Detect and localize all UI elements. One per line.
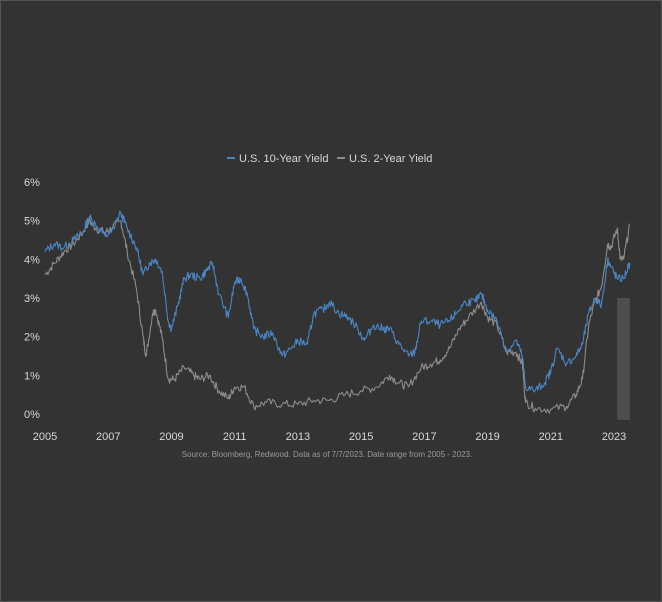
x-tick-label: 2009 (159, 431, 183, 443)
y-tick-label: 4% (24, 254, 40, 266)
x-tick-label: 2017 (412, 431, 436, 443)
x-tick-label: 2019 (475, 431, 499, 443)
x-tick-label: 2005 (33, 431, 57, 443)
series-line-10y (44, 210, 631, 393)
source-note: Source: Bloomberg, Redwood. Data as of 7… (182, 450, 472, 459)
y-tick-label: 0% (24, 409, 40, 421)
series-line-2y (44, 217, 631, 414)
x-axis: 2005 2007 2009 2011 2013 2015 2017 2019 2021 2023 (33, 431, 627, 443)
y-tick-label: 6% (24, 177, 40, 189)
y-tick-label: 3% (24, 293, 40, 305)
x-tick-label: 2013 (286, 431, 310, 443)
y-tick-label: 2% (24, 332, 40, 344)
y-tick-label: 5% (24, 216, 40, 228)
legend: U.S. 10-Year Yield U.S. 2-Year Yield (227, 153, 432, 165)
y-tick-label: 1% (24, 370, 40, 382)
x-tick-label: 2023 (602, 431, 626, 443)
y-axis: 0% 1% 2% 3% 4% 5% 6% (24, 177, 40, 421)
x-tick-label: 2007 (96, 431, 120, 443)
x-tick-label: 2015 (349, 431, 373, 443)
recent-shading (617, 298, 630, 420)
legend-label-2y: U.S. 2-Year Yield (349, 153, 432, 165)
shaded-band (617, 298, 630, 420)
x-tick-label: 2021 (539, 431, 563, 443)
series-lines (44, 210, 631, 414)
legend-label-10y: U.S. 10-Year Yield (239, 153, 328, 165)
x-tick-label: 2011 (223, 431, 247, 443)
